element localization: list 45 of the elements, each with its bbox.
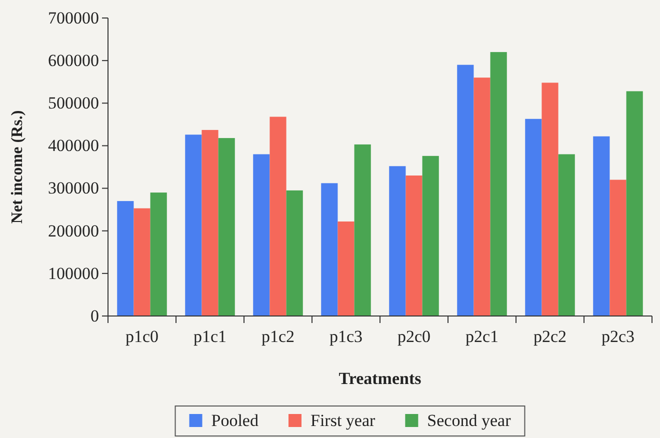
bar	[525, 118, 542, 316]
bar	[253, 154, 270, 316]
y-tick-label: 700000	[48, 8, 99, 28]
bar	[270, 116, 286, 316]
bar	[422, 156, 439, 316]
x-tick-label: p1c0	[125, 327, 159, 346]
bar	[490, 52, 507, 316]
x-tick-label: p2c2	[533, 327, 567, 346]
bar	[474, 78, 490, 316]
bar	[354, 144, 371, 316]
bar	[134, 208, 150, 316]
y-tick-label: 300000	[48, 178, 99, 198]
bar	[593, 136, 610, 316]
bar	[389, 166, 406, 316]
bar	[610, 180, 626, 316]
legend-label: First year	[310, 411, 376, 430]
bar	[202, 130, 218, 316]
x-tick-label: p2c1	[465, 327, 499, 346]
x-tick-label: p1c3	[329, 327, 363, 346]
y-tick-label: 500000	[48, 94, 99, 113]
x-tick-label: p2c0	[397, 327, 431, 346]
bar	[406, 176, 422, 316]
y-tick-label: 100000	[48, 264, 99, 283]
legend-label: Second year	[427, 411, 512, 430]
y-tick-label: 600000	[48, 51, 99, 70]
bar	[338, 221, 354, 316]
y-tick-label: 0	[90, 306, 99, 326]
y-tick-label: 400000	[48, 136, 99, 156]
x-axis-title: Treatments	[338, 369, 422, 388]
y-axis-title: Net income (Rs.)	[9, 110, 26, 224]
bar	[542, 82, 558, 316]
bar	[117, 201, 134, 316]
bar	[150, 192, 167, 316]
bar	[558, 154, 575, 316]
bar	[185, 134, 202, 316]
x-tick-label: p1c2	[261, 327, 295, 346]
bar	[286, 190, 303, 316]
bar	[626, 91, 643, 316]
y-tick-label: 200000	[48, 221, 99, 240]
x-tick-label: p2c3	[601, 327, 635, 346]
legend-label: Pooled	[211, 411, 259, 430]
x-tick-label: p1c1	[193, 327, 227, 346]
bar	[457, 64, 474, 316]
bar	[218, 138, 235, 316]
bar	[321, 183, 338, 316]
